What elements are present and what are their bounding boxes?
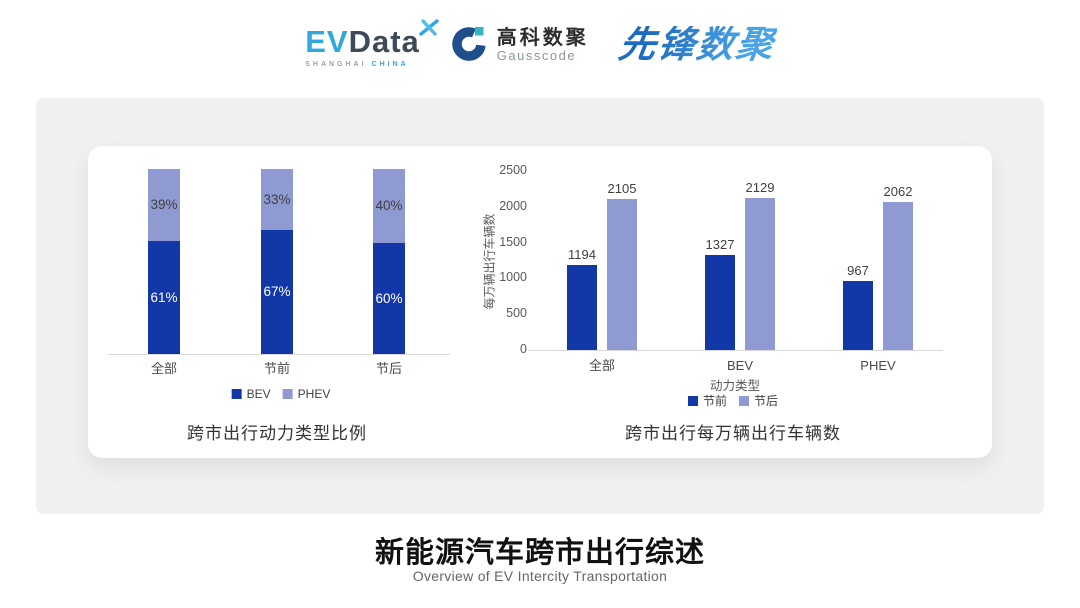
page-title: 新能源汽车跨市出行综述: [374, 537, 705, 569]
category-label-节后: 节后: [375, 361, 402, 376]
bar-segment-label: 60%: [375, 290, 403, 306]
bar-segment-BEV-节后: [373, 243, 405, 354]
charts-card: [88, 146, 992, 458]
evdata-subline: SHANGHAI CHINA: [305, 61, 420, 68]
bar-value-label: 2129: [745, 179, 775, 195]
category-label-全部: 全部: [150, 361, 177, 376]
legend-item-节前: 节前: [687, 394, 727, 408]
legend-swatch-icon: [282, 389, 293, 399]
bar-segment-label: 33%: [263, 191, 291, 207]
chart-legend: 节前 节后: [687, 394, 778, 408]
evdata-ev-text: EV: [305, 24, 349, 59]
legend-label: PHEV: [297, 387, 331, 401]
bar-节前-全部: [567, 264, 597, 350]
evdata-wordmark: EVData: [305, 26, 420, 57]
gausscode-en-text: Gausscode: [496, 47, 577, 63]
bar-value-label: 2062: [883, 184, 913, 200]
bar-segment-BEV-节前: [261, 230, 293, 354]
legend-label: 节后: [754, 394, 779, 408]
evdata-data-text: Data: [348, 24, 420, 59]
bar-value-label: 967: [847, 262, 869, 278]
legend-swatch-icon: [687, 396, 698, 406]
right-chart-x-axis: [528, 350, 943, 351]
ytick-0: 0: [520, 342, 527, 356]
bar-segment-label: 61%: [150, 289, 178, 305]
bar-节后-PHEV: [883, 202, 913, 350]
gausscode-logo: 高科数聚 Gausscode: [450, 20, 589, 67]
bar-value-label: 1194: [568, 246, 596, 262]
ytick-2500: 2500: [499, 163, 527, 177]
bar-segment-PHEV-节后: [373, 169, 405, 243]
bar-segment-BEV-全部: [148, 241, 180, 354]
legend-label: BEV: [246, 387, 271, 401]
page-subtitle: Overview of EV Intercity Transportation: [412, 568, 668, 584]
right-chart-title: 跨市出行每万辆出行车辆数: [625, 424, 841, 443]
legend-swatch-icon: [231, 389, 242, 399]
bar-segment-PHEV-全部: [148, 169, 180, 242]
bar-节前-BEV: [705, 254, 735, 350]
gausscode-g-icon: [450, 24, 488, 67]
bar-节后-全部: [607, 199, 637, 350]
ytick-1000: 1000: [499, 270, 527, 285]
bar-segment-label: 39%: [150, 197, 178, 213]
bar-segment-label: 40%: [375, 198, 403, 213]
bar-节前-PHEV: [843, 280, 873, 350]
right-chart-xaxis-label: 动力类型: [709, 379, 761, 393]
evdata-x-icon: [418, 18, 440, 43]
gausscode-text: 高科数聚 Gausscode: [496, 26, 589, 63]
left-chart-title: 跨市出行动力类型比例: [187, 424, 367, 443]
bar-value-label: 1327: [705, 236, 735, 252]
logo-bar: EVData SHANGHAI CHINA 高科数聚 Gausscode: [0, 19, 1080, 68]
category-label-PHEV: PHEV: [860, 358, 896, 373]
bar-segment-label: 67%: [263, 284, 291, 300]
bar-value-label: 2105: [607, 181, 637, 197]
left-chart-x-axis: [108, 354, 450, 355]
ytick-500: 500: [506, 306, 527, 321]
ytick-2000: 2000: [499, 198, 527, 213]
legend-item-PHEV: PHEV: [282, 387, 331, 401]
evdata-sub-shanghai: SHANGHAI: [305, 61, 367, 68]
legend-label: 节前: [702, 394, 727, 408]
chart-legend: BEV PHEV: [231, 387, 331, 401]
category-label-节前: 节前: [263, 361, 290, 376]
gausscode-cn-text: 高科数聚: [496, 26, 589, 49]
bar-segment-PHEV-节前: [261, 169, 293, 231]
legend-item-BEV: BEV: [231, 387, 271, 401]
right-chart-yaxis-label: 每万辆出行车辆数: [482, 213, 497, 310]
category-label-BEV: BEV: [726, 358, 753, 373]
evdata-logo: EVData SHANGHAI CHINA: [305, 19, 439, 68]
ytick-1500: 1500: [499, 234, 527, 249]
evdata-sub-china: CHINA: [371, 61, 409, 68]
legend-item-节后: 节后: [739, 395, 778, 407]
category-label-全部: 全部: [588, 358, 615, 373]
bar-节后-BEV: [745, 197, 775, 350]
legend-swatch-icon: [739, 396, 749, 406]
